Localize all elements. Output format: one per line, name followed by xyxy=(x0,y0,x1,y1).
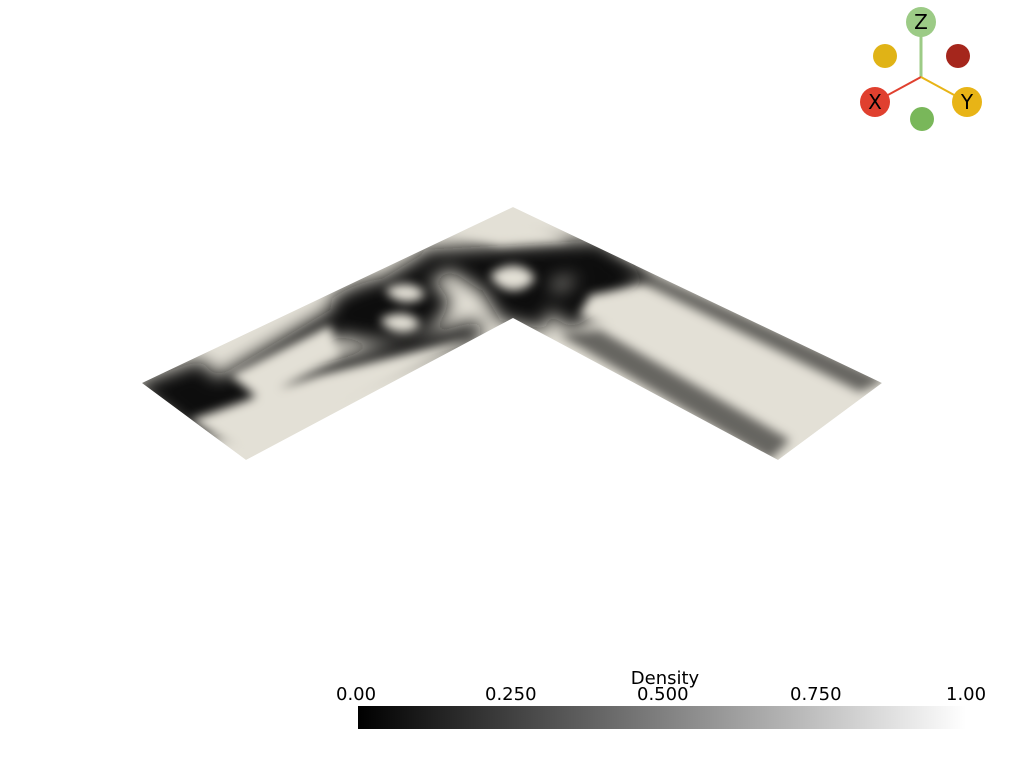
void-edge-right-lower xyxy=(560,330,790,460)
solid-region-left-oval xyxy=(385,283,425,302)
x-axis-ball xyxy=(860,87,890,117)
density-mesh xyxy=(142,207,882,460)
neg-x-axis-ball xyxy=(946,44,970,68)
solid-region-right-arm xyxy=(580,285,860,405)
z-axis-label: Z xyxy=(914,10,928,34)
scalar-bar-tick-2: 0.500 xyxy=(637,684,689,705)
y-axis-label: Y xyxy=(960,90,974,114)
mesh-edge-shading xyxy=(560,262,882,460)
scalar-bar-gradient xyxy=(358,706,966,729)
y-axis-ball xyxy=(952,87,982,117)
scalar-bar-title: Density xyxy=(630,668,700,689)
solid-region-left-lower xyxy=(190,340,470,455)
neg-z-axis-ball xyxy=(910,107,934,131)
mesh-solid-highlights xyxy=(190,212,860,455)
scalar-bar-tick-3: 0.750 xyxy=(790,684,842,705)
void-edge-right-upper xyxy=(600,262,882,392)
x-axis-label: X xyxy=(868,90,882,114)
scalar-bar-tick-0: 0.00 xyxy=(336,684,377,705)
solid-region-left-triangle xyxy=(230,325,340,400)
neg-y-axis-ball xyxy=(873,44,897,68)
solid-region-inner-oval xyxy=(490,265,535,291)
scalar-bar-tick-1: 0.250 xyxy=(485,684,537,705)
orientation-axes-widget[interactable]: Z X Y xyxy=(860,7,982,131)
solid-region-left-oval-2 xyxy=(380,313,420,333)
scalar-bar-tick-4: 1.00 xyxy=(946,684,987,705)
solid-region-top-corner xyxy=(450,212,570,245)
z-axis-ball xyxy=(906,7,936,37)
